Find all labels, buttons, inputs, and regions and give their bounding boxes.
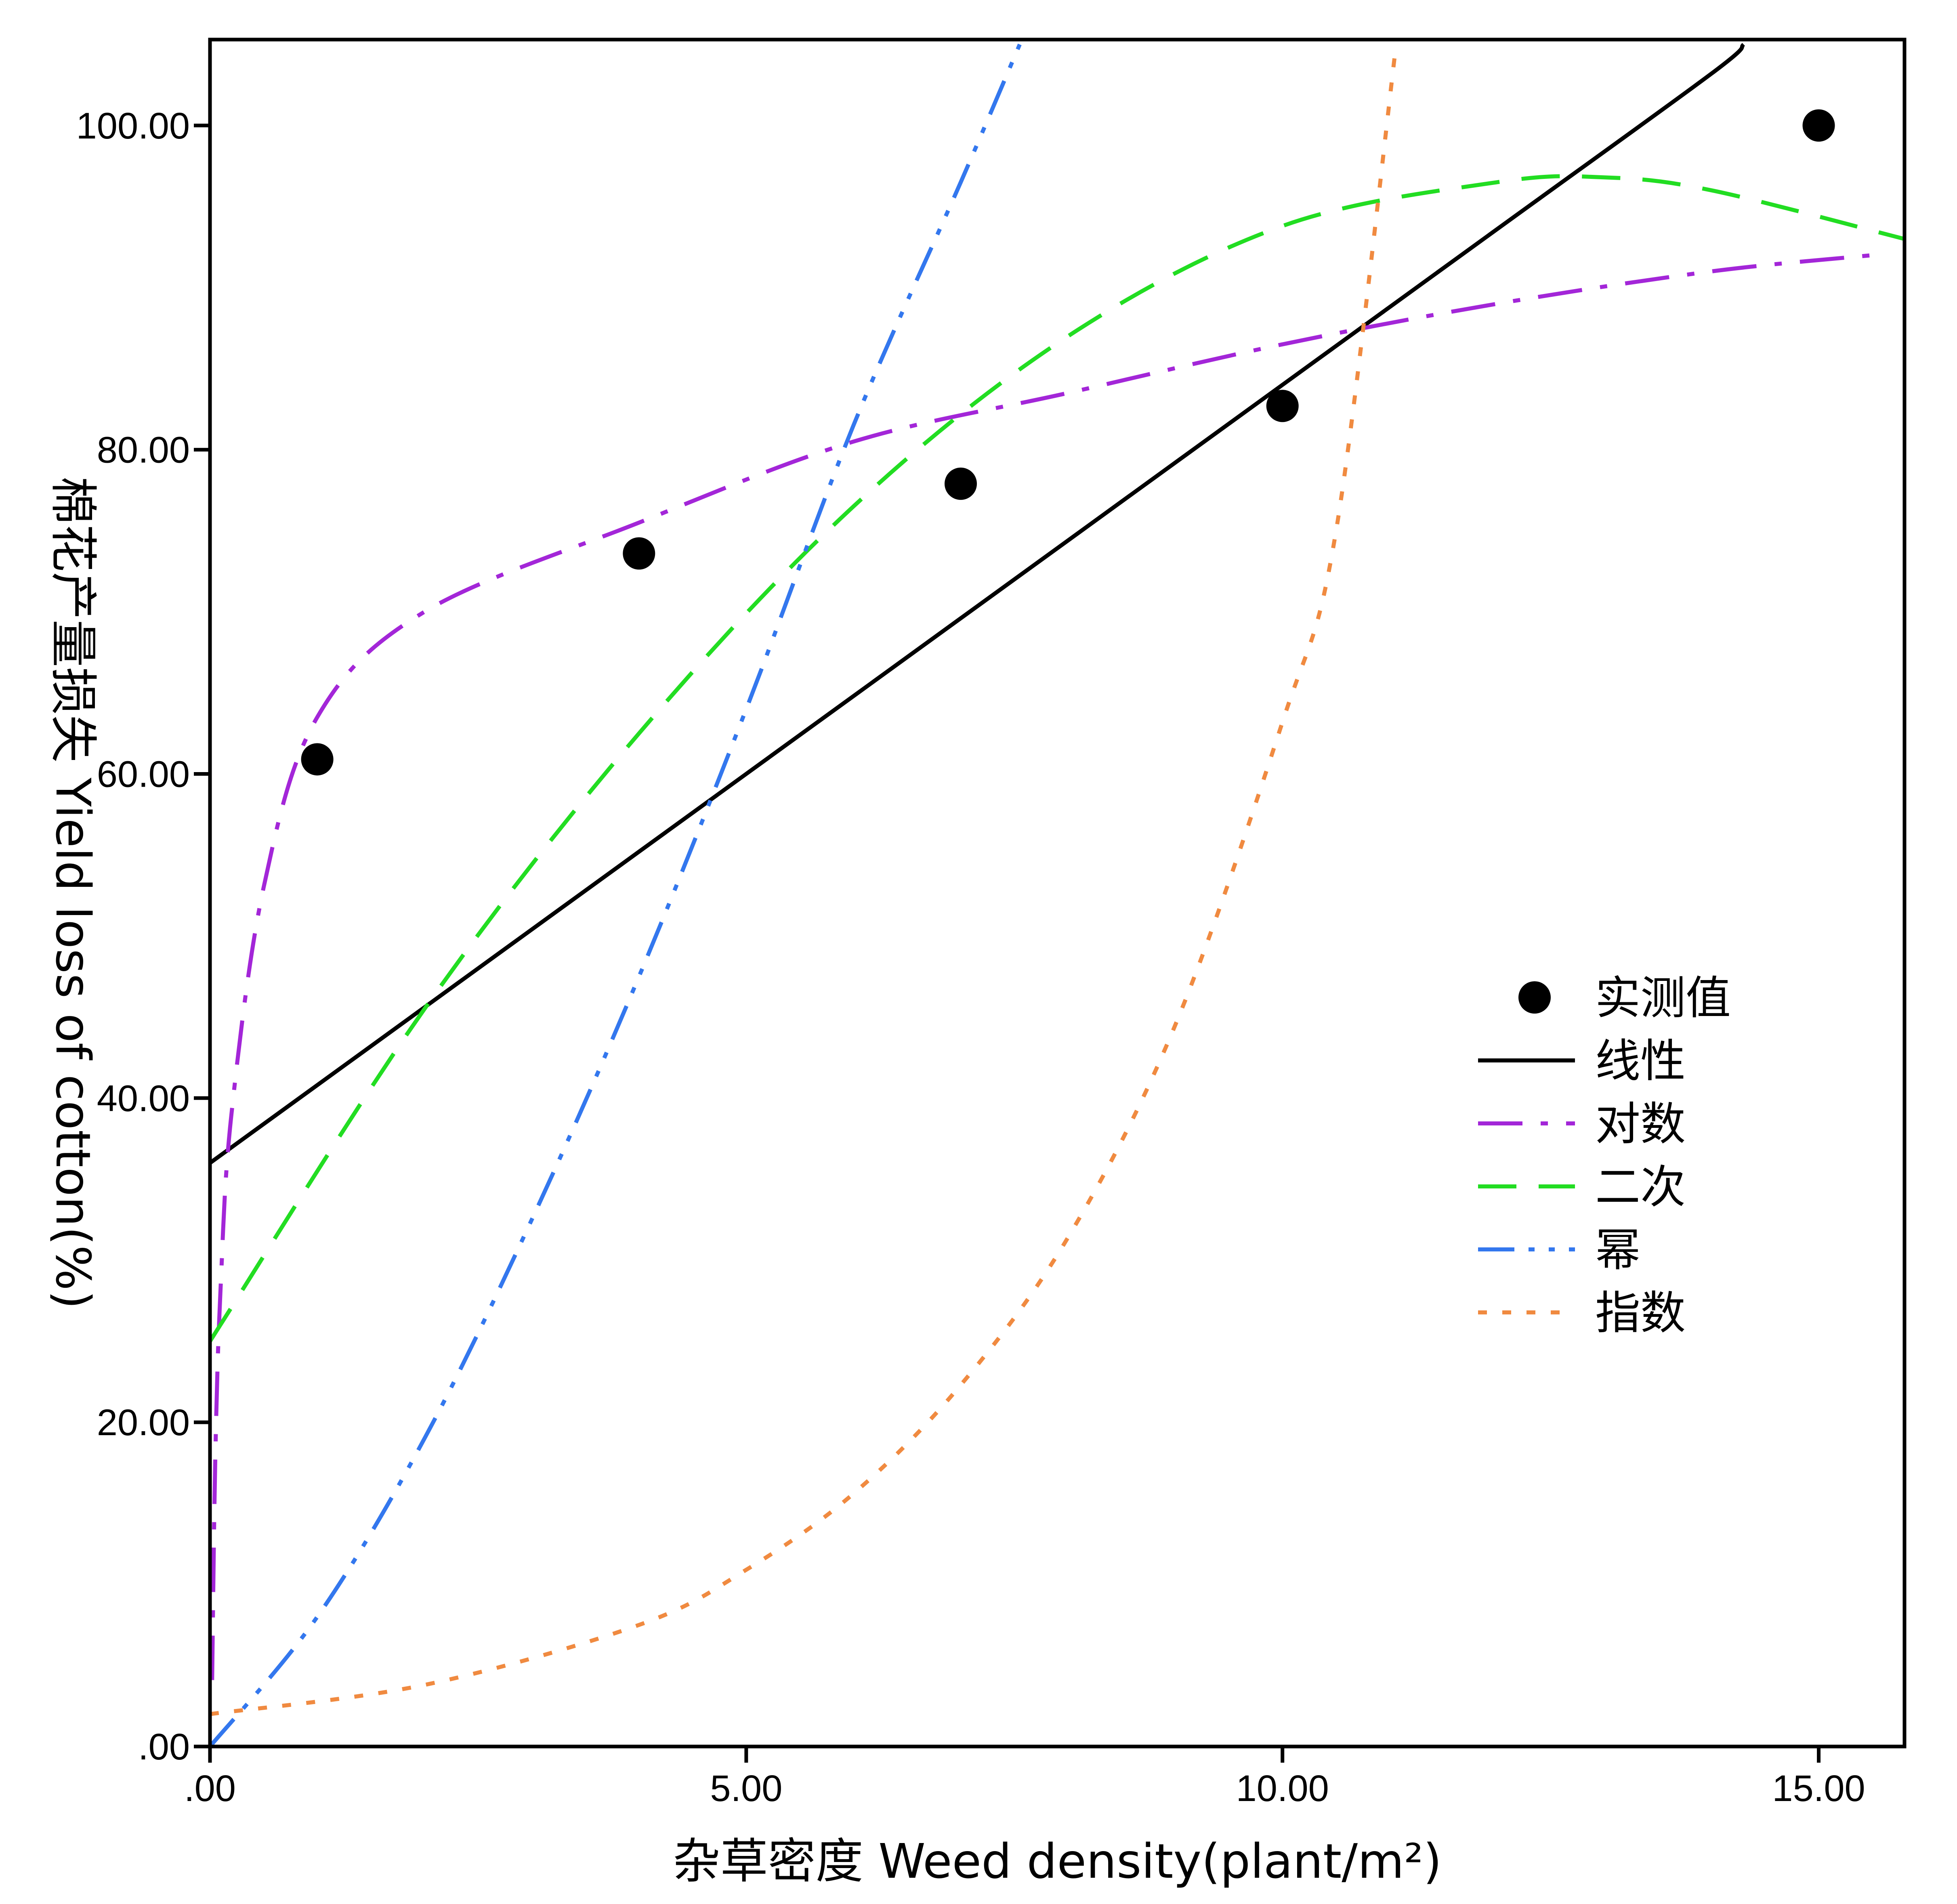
y-tick-label: 40.00 (97, 1078, 190, 1119)
x-tick-label: .00 (184, 1768, 236, 1809)
x-tick-label: 10.00 (1236, 1768, 1329, 1809)
observed-point (944, 467, 977, 500)
observed-point (1266, 390, 1299, 422)
y-tick-label: 80.00 (97, 430, 190, 471)
legend-label-linear: 线性 (1595, 1035, 1686, 1087)
legend-label-power: 幂 (1595, 1224, 1640, 1276)
observed-points (301, 109, 1835, 776)
fit-curves (210, 43, 1905, 1747)
legend-label-observed: 实测值 (1595, 972, 1731, 1024)
legend-marker-observed (1518, 981, 1551, 1014)
y-tick-label: .00 (138, 1726, 190, 1768)
series-line-logarithmic (210, 253, 1873, 1680)
series-line-power (210, 44, 1022, 1747)
legend-label-logarithmic: 对数 (1595, 1098, 1686, 1150)
series-line-quadratic (210, 174, 1905, 1343)
series-line-exponential (210, 44, 1398, 1716)
plot-frame (208, 38, 1907, 1749)
y-axis-title: 棉花产量损失 Yield loss of cotton(%) (45, 477, 101, 1309)
x-tick-label: 15.00 (1772, 1768, 1865, 1809)
x-tick-label: 5.00 (710, 1768, 782, 1809)
y-tick-label: 20.00 (97, 1402, 190, 1443)
observed-point (301, 743, 334, 776)
series-line-linear (210, 43, 1745, 1165)
observed-point (1802, 109, 1835, 142)
x-axis-title: 杂草密度 Weed density(plant/m²) (673, 1833, 1442, 1889)
y-tick-label: 60.00 (97, 754, 190, 795)
y-tick-label: 100.00 (76, 105, 190, 147)
legend-label-exponential: 指数 (1595, 1287, 1686, 1339)
axes: .00 5.00 10.00 15.00 .00 20.00 40.00 60.00 80.00… (76, 105, 1865, 1809)
observed-point (623, 537, 655, 570)
legend-label-quadratic: 二次 (1595, 1161, 1686, 1213)
